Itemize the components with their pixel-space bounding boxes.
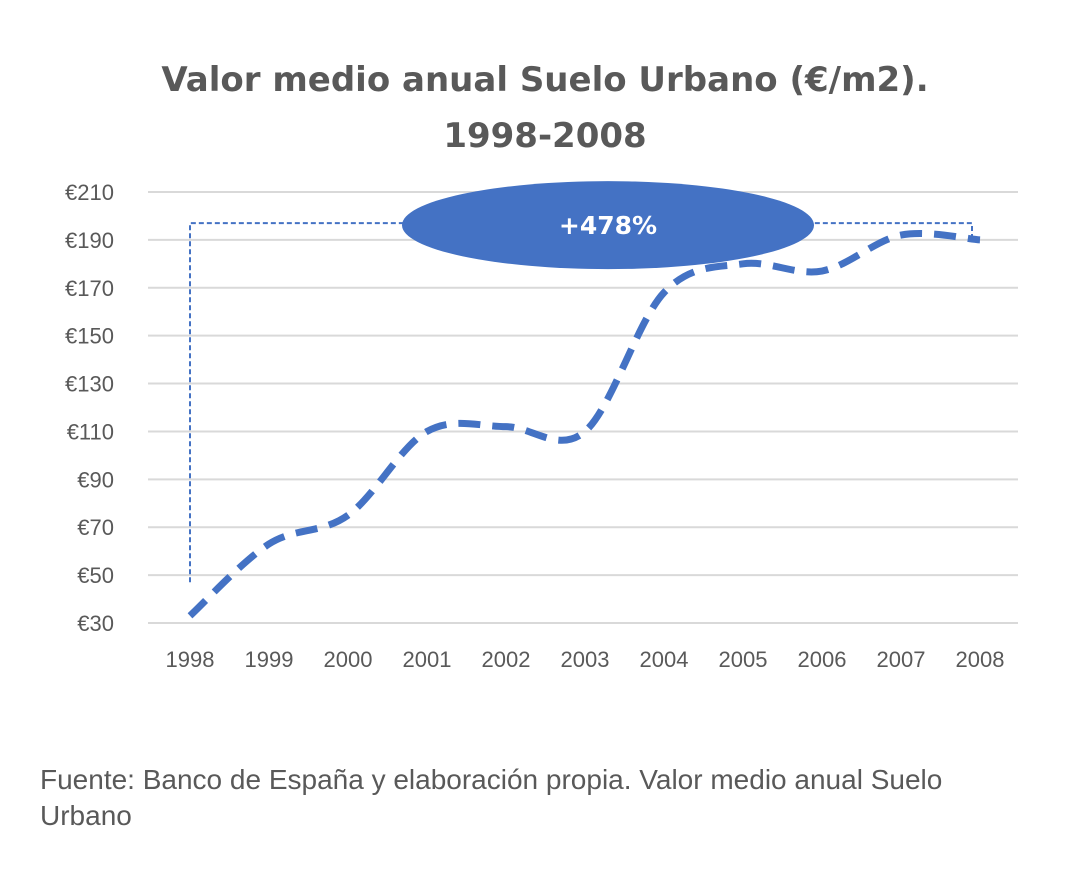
x-tick-label: 2002 [482, 647, 531, 672]
y-tick-label: €70 [77, 515, 114, 540]
x-tick-label: 1998 [166, 647, 215, 672]
series-line [187, 230, 981, 619]
change-bracket-line [189, 222, 973, 583]
x-tick-label: 2007 [877, 647, 926, 672]
change-bracket [189, 222, 973, 583]
x-tick-label: 2005 [719, 647, 768, 672]
y-tick-label: €50 [77, 563, 114, 588]
change-ellipse [402, 181, 814, 270]
x-tick-label: 2006 [798, 647, 847, 672]
change-label: +478% [559, 211, 657, 240]
gridlines [148, 191, 1018, 624]
y-tick-label: €210 [65, 180, 114, 205]
y-tick-label: €130 [65, 372, 114, 397]
y-tick-label: €190 [65, 228, 114, 253]
change-annotation: +478% [402, 181, 814, 270]
x-tick-label: 2001 [403, 647, 452, 672]
x-tick-label: 1999 [245, 647, 294, 672]
y-tick-label: €150 [65, 324, 114, 349]
y-tick-label: €90 [77, 467, 114, 492]
y-axis-ticks: €30 €50 €70 €90 €110 €130 €150 €170 €190 €210 [65, 180, 114, 636]
x-axis-ticks: 1998 1999 2000 2001 2002 2003 2004 2005 2006 2007… [166, 647, 1005, 672]
chart-title: Valor medio anual Suelo Urbano (€/m2). 1… [0, 52, 1090, 164]
y-tick-label: €30 [77, 611, 114, 636]
chart-title-line-2: 1998-2008 [443, 116, 647, 156]
x-tick-label: 2003 [561, 647, 610, 672]
x-tick-label: 2004 [640, 647, 689, 672]
y-tick-label: €110 [67, 419, 114, 444]
line-chart: €30 €50 €70 €90 €110 €130 €150 €170 €190 €210 199… [65, 180, 1018, 672]
source-note: Fuente: Banco de España y elaboración pr… [40, 764, 943, 831]
x-tick-label: 2000 [324, 647, 373, 672]
y-tick-label: €170 [65, 276, 114, 301]
series-layer [187, 230, 981, 619]
chart-title-line-1: Valor medio anual Suelo Urbano (€/m2). [161, 60, 929, 100]
x-tick-label: 2008 [956, 647, 1005, 672]
